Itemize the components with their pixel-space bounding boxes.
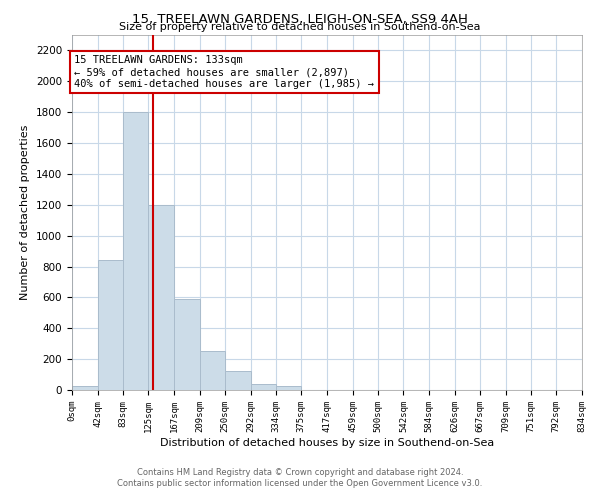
Text: 15 TREELAWN GARDENS: 133sqm
← 59% of detached houses are smaller (2,897)
40% of : 15 TREELAWN GARDENS: 133sqm ← 59% of det… [74, 56, 374, 88]
Bar [148, 205, 174, 390]
Bar [225, 372, 251, 390]
Bar [276, 386, 301, 390]
Bar [251, 384, 276, 390]
Text: Contains HM Land Registry data © Crown copyright and database right 2024.
Contai: Contains HM Land Registry data © Crown c… [118, 468, 482, 487]
Text: Size of property relative to detached houses in Southend-on-Sea: Size of property relative to detached ho… [119, 22, 481, 32]
Text: 15, TREELAWN GARDENS, LEIGH-ON-SEA, SS9 4AH: 15, TREELAWN GARDENS, LEIGH-ON-SEA, SS9 … [132, 12, 468, 26]
Bar [174, 299, 200, 390]
Bar [72, 386, 98, 390]
Bar [98, 260, 123, 390]
Bar [200, 350, 225, 390]
X-axis label: Distribution of detached houses by size in Southend-on-Sea: Distribution of detached houses by size … [160, 438, 494, 448]
Y-axis label: Number of detached properties: Number of detached properties [20, 125, 31, 300]
Bar [123, 112, 148, 390]
